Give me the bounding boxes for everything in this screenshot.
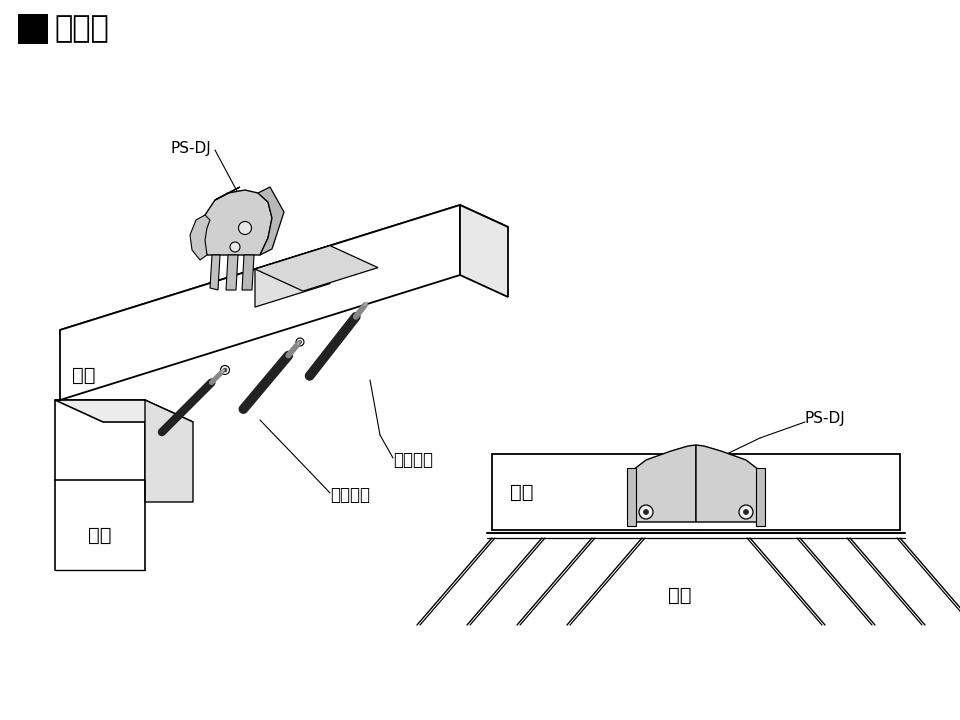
Circle shape <box>230 242 240 252</box>
Polygon shape <box>242 255 254 290</box>
Polygon shape <box>258 187 284 255</box>
Polygon shape <box>55 400 145 480</box>
Polygon shape <box>756 468 765 526</box>
Text: PS-DJ: PS-DJ <box>805 410 846 426</box>
Polygon shape <box>60 205 460 400</box>
Circle shape <box>639 505 653 519</box>
Text: 土台: 土台 <box>510 482 534 502</box>
Polygon shape <box>60 205 508 352</box>
Polygon shape <box>190 215 210 260</box>
Text: 後打ピン: 後打ピン <box>393 451 433 469</box>
Circle shape <box>238 222 252 235</box>
Circle shape <box>299 341 301 343</box>
Text: PS-DJ: PS-DJ <box>170 140 211 156</box>
Polygon shape <box>633 445 696 522</box>
Polygon shape <box>255 246 378 291</box>
Text: 先行ピン: 先行ピン <box>330 486 370 504</box>
Polygon shape <box>215 187 240 200</box>
Circle shape <box>296 338 304 346</box>
Circle shape <box>221 366 229 374</box>
Text: 土台: 土台 <box>72 366 95 384</box>
Polygon shape <box>696 445 759 522</box>
Text: 基礎: 基礎 <box>88 526 111 544</box>
Polygon shape <box>255 246 330 307</box>
Circle shape <box>643 510 649 515</box>
Circle shape <box>223 368 227 372</box>
Polygon shape <box>226 255 238 290</box>
Polygon shape <box>627 468 636 526</box>
Polygon shape <box>145 400 193 502</box>
Polygon shape <box>55 400 193 422</box>
Bar <box>18 14 48 44</box>
Polygon shape <box>460 205 508 297</box>
Text: 取付図: 取付図 <box>54 14 108 43</box>
Circle shape <box>739 505 753 519</box>
Circle shape <box>743 510 749 515</box>
Polygon shape <box>492 454 900 530</box>
Polygon shape <box>200 190 272 255</box>
Polygon shape <box>210 255 220 290</box>
Text: 基礎: 基礎 <box>668 585 691 605</box>
